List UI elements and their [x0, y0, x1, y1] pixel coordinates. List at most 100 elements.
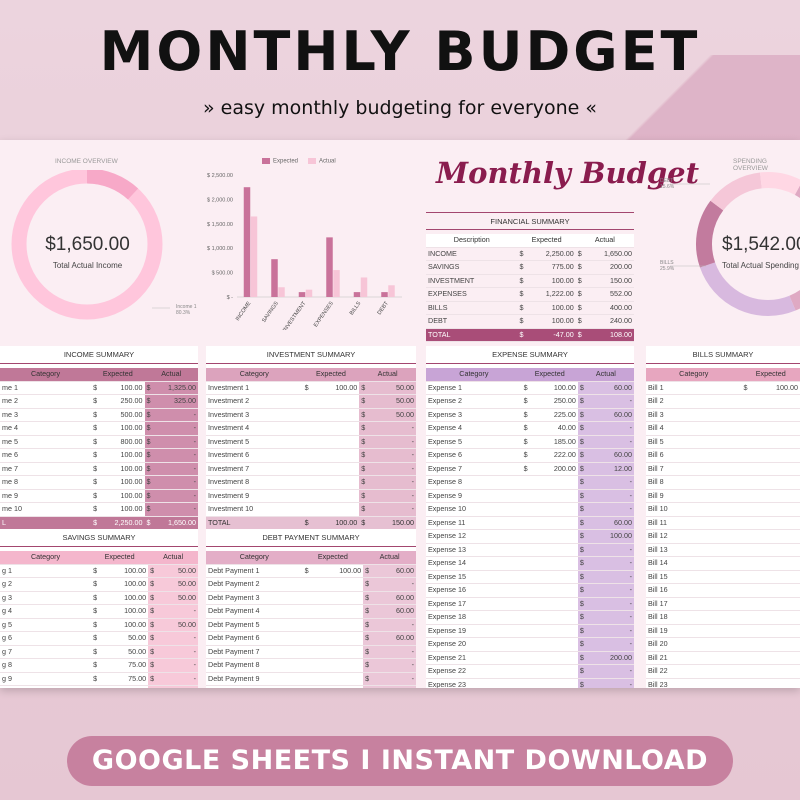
- table-row[interactable]: BILLS $100.00 $400.00: [426, 301, 634, 315]
- row-category: Expense 16: [426, 583, 522, 598]
- table-row[interactable]: Bill 8: [646, 475, 800, 490]
- table-row[interactable]: Bill 16: [646, 583, 800, 598]
- table-row[interactable]: Debt Payment 7 $ -: [206, 645, 416, 659]
- header-expected: Expected: [741, 368, 800, 382]
- table-row[interactable]: Expense 12 $100.00: [426, 529, 634, 544]
- table-row[interactable]: Debt Payment 2 $ -: [206, 577, 416, 592]
- table-row[interactable]: Debt Payment 6 $60.00: [206, 631, 416, 646]
- table-row[interactable]: g 3 $100.00 $50.00: [0, 591, 198, 605]
- table-row[interactable]: me 4 $100.00 $ -: [0, 421, 198, 436]
- table-row[interactable]: g 9 $75.00 $ -: [0, 672, 198, 686]
- table-row[interactable]: Bill 5: [646, 435, 800, 449]
- table-row[interactable]: Bill 20: [646, 637, 800, 652]
- table-row[interactable]: INVESTMENT $100.00 $150.00: [426, 274, 634, 288]
- table-row[interactable]: Bill 1 $100.00: [646, 381, 800, 395]
- table-row[interactable]: Expense 2 $250.00 $ -: [426, 394, 634, 409]
- table-row[interactable]: Debt Payment 1 $100.00 $60.00: [206, 564, 416, 578]
- table-row[interactable]: g 5 $100.00 $50.00: [0, 618, 198, 632]
- table-row[interactable]: Bill 11: [646, 516, 800, 530]
- table-row[interactable]: Expense 23 $ -: [426, 678, 634, 688]
- table-row[interactable]: Investment 9 $ -: [206, 489, 416, 503]
- table-row[interactable]: Investment 1 $100.00 $50.00: [206, 381, 416, 395]
- table-row[interactable]: Expense 3 $225.00 $60.00: [426, 408, 634, 422]
- table-row[interactable]: Bill 22: [646, 664, 800, 679]
- table-row[interactable]: me 6 $100.00 $ -: [0, 448, 198, 463]
- table-row[interactable]: Investment 7 $ -: [206, 462, 416, 476]
- table-row[interactable]: me 2 $250.00 $325.00: [0, 394, 198, 409]
- table-row[interactable]: g 8 $75.00 $ -: [0, 658, 198, 673]
- table-row[interactable]: Bill 13: [646, 543, 800, 557]
- table-row[interactable]: Expense 5 $185.00 $ -: [426, 435, 634, 449]
- table-row[interactable]: Expense 1 $100.00 $60.00: [426, 381, 634, 395]
- row-expected: [531, 570, 578, 584]
- table-row[interactable]: Expense 14 $ -: [426, 556, 634, 571]
- table-row[interactable]: Expense 4 $40.00 $ -: [426, 421, 634, 436]
- bar-actual: [388, 285, 395, 297]
- table-row[interactable]: Expense 17 $ -: [426, 597, 634, 611]
- table-row[interactable]: INCOME $2,250.00 $1,650.00: [426, 247, 634, 261]
- table-row[interactable]: Expense 6 $222.00 $60.00: [426, 448, 634, 463]
- table-row[interactable]: Bill 10: [646, 502, 800, 517]
- table-row[interactable]: Expense 21 $200.00: [426, 651, 634, 665]
- table-row[interactable]: Debt Payment 8 $ -: [206, 658, 416, 673]
- table-row[interactable]: Expense 9 $ -: [426, 489, 634, 503]
- table-row[interactable]: Expense 18 $ -: [426, 610, 634, 625]
- table-row[interactable]: me 8 $100.00 $ -: [0, 475, 198, 490]
- table-row[interactable]: Bill 23: [646, 678, 800, 688]
- table-row[interactable]: g 7 $50.00 $ -: [0, 645, 198, 659]
- table-row[interactable]: Expense 22 $ -: [426, 664, 634, 679]
- table-row[interactable]: me 3 $500.00 $ -: [0, 408, 198, 422]
- table-row[interactable]: Expense 13 $ -: [426, 543, 634, 557]
- row-currency: $: [144, 462, 155, 476]
- table-row[interactable]: g 1 $100.00 $50.00: [0, 564, 198, 578]
- table-row[interactable]: Bill 18: [646, 610, 800, 625]
- table-row[interactable]: Debt Payment 5 $ -: [206, 618, 416, 632]
- table-row[interactable]: Expense 15 $ -: [426, 570, 634, 584]
- table-row[interactable]: Investment 8 $ -: [206, 475, 416, 490]
- table-row[interactable]: Bill 14: [646, 556, 800, 571]
- table-row[interactable]: me 1 $100.00 $1,325.00: [0, 381, 198, 395]
- table-row[interactable]: Expense 11 $60.00: [426, 516, 634, 530]
- table-row[interactable]: Debt Payment 9 $ -: [206, 672, 416, 686]
- table-row[interactable]: Bill 9: [646, 489, 800, 503]
- table-row[interactable]: Expense 7 $200.00 $12.00: [426, 462, 634, 476]
- table-row[interactable]: me 5 $800.00 $ -: [0, 435, 198, 449]
- table-row[interactable]: Investment 2 $50.00: [206, 394, 416, 409]
- table-row[interactable]: o 10$75.00$-: [0, 685, 198, 688]
- table-row[interactable]: Debt Payment 10 $-: [206, 685, 416, 688]
- table-row[interactable]: me 7 $100.00 $ -: [0, 462, 198, 476]
- table-row[interactable]: me 9 $100.00 $ -: [0, 489, 198, 503]
- table-row[interactable]: Expense 20 $ -: [426, 637, 634, 652]
- table-row[interactable]: Bill 15: [646, 570, 800, 584]
- table-row[interactable]: Bill 7: [646, 462, 800, 476]
- table-row[interactable]: Bill 2: [646, 394, 800, 409]
- row-category: me 1: [0, 381, 92, 395]
- table-row[interactable]: Expense 8 $ -: [426, 475, 634, 490]
- table-row[interactable]: Bill 21: [646, 651, 800, 665]
- table-row[interactable]: Investment 4 $ -: [206, 421, 416, 436]
- table-row[interactable]: SAVINGS $775.00 $200.00: [426, 260, 634, 275]
- table-row[interactable]: EXPENSES $1,222.00 $552.00: [426, 287, 634, 302]
- table-row[interactable]: Investment 10 $ -: [206, 502, 416, 517]
- table-row[interactable]: Expense 16 $ -: [426, 583, 634, 598]
- table-row[interactable]: g 4 $100.00 $ -: [0, 604, 198, 619]
- table-row[interactable]: g 6 $50.00 $ -: [0, 631, 198, 646]
- table-row[interactable]: Investment 5 $ -: [206, 435, 416, 449]
- table-row[interactable]: Bill 3: [646, 408, 800, 422]
- table-row[interactable]: me 10 $100.00 $ -: [0, 502, 198, 517]
- table-row[interactable]: Bill 17: [646, 597, 800, 611]
- table-row[interactable]: Expense 10 $ -: [426, 502, 634, 517]
- table-row[interactable]: Expense 19 $ -: [426, 624, 634, 638]
- table-row[interactable]: Investment 3 $50.00: [206, 408, 416, 422]
- table-row[interactable]: Bill 6: [646, 448, 800, 463]
- table-row[interactable]: Bill 19: [646, 624, 800, 638]
- table-row[interactable]: Debt Payment 4 $60.00: [206, 604, 416, 619]
- table-row[interactable]: DEBT $100.00 $240.00: [426, 314, 634, 329]
- table-row[interactable]: Debt Payment 3 $60.00: [206, 591, 416, 605]
- investment-summary-table: Category Expected Actual Investment 1 $100.0…: [206, 368, 416, 530]
- table-row[interactable]: Bill 4: [646, 421, 800, 436]
- header-category: Category: [206, 551, 303, 565]
- table-row[interactable]: Investment 6 $ -: [206, 448, 416, 463]
- table-row[interactable]: g 2 $100.00 $50.00: [0, 577, 198, 592]
- table-row[interactable]: Bill 12: [646, 529, 800, 544]
